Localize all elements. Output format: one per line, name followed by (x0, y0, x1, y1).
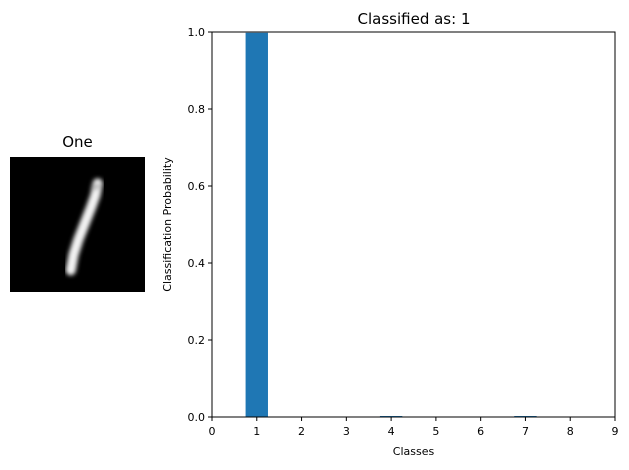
y-tick-label: 0.6 (188, 180, 206, 193)
x-axis-ticks: 0 1 2 3 4 5 6 7 8 9 (209, 417, 619, 438)
x-tick-label: 7 (522, 425, 529, 438)
plot-frame (211, 31, 616, 418)
digit-panel: One (0, 0, 155, 470)
bars-group (245, 32, 537, 418)
x-tick-label: 5 (432, 425, 439, 438)
y-axis-label: Classification Probability (161, 157, 174, 292)
y-axis-ticks: 0.0 0.2 0.4 0.6 0.8 1.0 (188, 26, 212, 424)
x-axis-label: Classes (393, 445, 435, 458)
y-tick-label: 0.8 (188, 103, 206, 116)
digit-image (10, 157, 145, 292)
y-tick-label: 0.0 (188, 411, 206, 424)
chart-title: Classified as: 1 (358, 10, 471, 28)
digit-title: One (62, 133, 93, 151)
y-tick-label: 0.2 (188, 334, 206, 347)
x-tick-label: 9 (612, 425, 619, 438)
x-tick-label: 4 (388, 425, 395, 438)
x-tick-label: 8 (567, 425, 574, 438)
x-tick-label: 2 (298, 425, 305, 438)
x-tick-label: 0 (209, 425, 216, 438)
x-tick-label: 1 (253, 425, 260, 438)
x-tick-label: 3 (343, 425, 350, 438)
y-tick-label: 1.0 (188, 26, 206, 39)
y-tick-label: 0.4 (188, 257, 206, 270)
x-tick-label: 6 (477, 425, 484, 438)
bar-class-1 (245, 32, 268, 418)
